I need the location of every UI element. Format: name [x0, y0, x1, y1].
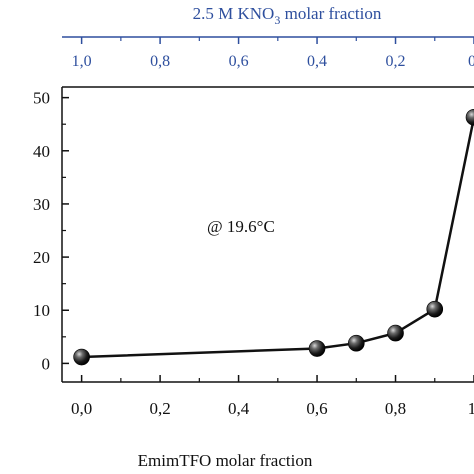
- x-axis-tick-label: 0,2: [149, 399, 170, 418]
- bottom-axis-title: EmimTFO molar fraction: [138, 451, 313, 470]
- left-axis: 0 10 20 30 40 50: [33, 89, 69, 373]
- data-point: [308, 340, 326, 357]
- x-axis-tick-label: 1,: [468, 399, 474, 418]
- temperature-annotation: @ 19.6°C: [207, 217, 275, 236]
- top-axis-title-suffix: molar fraction: [280, 4, 382, 23]
- data-point: [73, 348, 90, 366]
- top-axis-tick-label: 0,: [468, 53, 474, 70]
- series-line: [81, 117, 474, 359]
- top-axis-tick-label: 0,4: [307, 53, 327, 70]
- y-axis-tick-label: 50: [33, 89, 50, 108]
- top-axis-title-subscript: 3: [274, 13, 280, 27]
- y-axis-tick-label: 30: [33, 195, 50, 214]
- x-axis-tick-label: 0,8: [385, 399, 406, 418]
- data-point: [347, 334, 365, 352]
- top-axis-tick-label: 0,8: [150, 53, 170, 70]
- top-axis-tick-label: 1,0: [72, 53, 92, 70]
- data-point: [387, 324, 404, 342]
- plot-frame: [61, 86, 474, 383]
- top-axis-tick-label: 0,6: [229, 53, 249, 70]
- x-axis-tick-label: 0,4: [228, 399, 250, 418]
- data-point: [465, 108, 474, 126]
- y-axis-tick-label: 40: [33, 142, 50, 161]
- y-axis-tick-label: 20: [33, 248, 50, 267]
- top-axis-tick-label: 0,2: [386, 53, 406, 70]
- y-axis-tick-label: 0: [42, 354, 51, 373]
- y-axis-tick-label: 10: [33, 301, 50, 320]
- top-axis: 1,0 0,8 0,6 0,4 0,2 0,: [62, 36, 474, 70]
- x-axis-tick-label: 0,0: [71, 399, 92, 418]
- data-point: [426, 300, 444, 318]
- top-axis-title-prefix: 2.5 M KNO: [193, 4, 275, 23]
- bottom-axis: 0,0 0,2 0,4 0,6 0,8 1,: [71, 375, 474, 418]
- x-axis-tick-label: 0,6: [306, 399, 327, 418]
- series-layer: [73, 108, 474, 366]
- top-axis-title: 2.5 M KNO3 molar fraction: [193, 4, 382, 27]
